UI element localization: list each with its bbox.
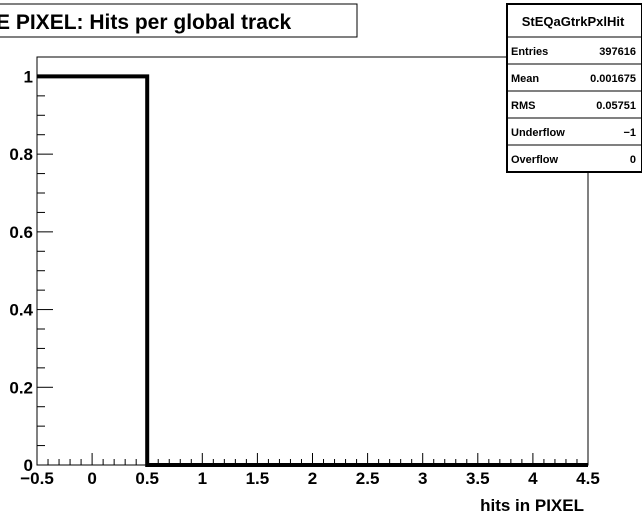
x-tick-label: 0.5 <box>135 469 159 488</box>
stats-row-value: 0.001675 <box>590 73 636 85</box>
stats-rows: Entries 397616 Mean 0.001675 RMS 0.05751 Under… <box>507 46 642 173</box>
y-axis-tick-labels: 0 0.2 0.4 0.6 0.8 1 <box>9 67 33 475</box>
y-tick-label: 1 <box>24 67 33 86</box>
y-axis-ticks <box>37 56 53 466</box>
x-axis-label: hits in PIXEL <box>480 496 584 515</box>
x-tick-label: 4 <box>528 469 538 488</box>
title-box <box>0 3 358 38</box>
stats-box-title: StEQaGtrkPxlHit <box>522 14 625 29</box>
histogram-bars <box>37 74 588 467</box>
plot-frame <box>36 56 589 466</box>
x-tick-label: 4.5 <box>576 469 600 488</box>
y-tick-label: 0.2 <box>9 378 33 397</box>
stats-row-value: 397616 <box>599 46 636 58</box>
x-tick-label: −0.5 <box>20 469 54 488</box>
x-tick-label: 1 <box>198 469 207 488</box>
stats-row-value: −1 <box>623 127 636 139</box>
stats-row-label: Underflow <box>511 127 565 139</box>
x-tick-label: 2 <box>308 469 317 488</box>
stats-row-label: RMS <box>511 100 535 112</box>
y-tick-label: 0.8 <box>9 145 33 164</box>
x-tick-label: 3.5 <box>466 469 490 488</box>
y-tick-label: 0.4 <box>9 301 33 320</box>
stats-row-label: Entries <box>511 46 548 58</box>
stats-row-value: 0.05751 <box>596 100 636 112</box>
x-tick-label: 3 <box>418 469 427 488</box>
x-axis-tick-labels: −0.5 0 0.5 1 1.5 2 2.5 3 3.5 4 4.5 <box>20 469 600 488</box>
histogram-outline <box>37 74 588 467</box>
y-tick-label: 0.6 <box>9 223 33 242</box>
chart-title: E PIXEL: Hits per global track <box>0 11 292 34</box>
x-tick-label: 2.5 <box>356 469 380 488</box>
stats-row-label: Mean <box>511 73 539 85</box>
stats-row-value: 0 <box>630 154 636 166</box>
x-tick-label: 0 <box>87 469 96 488</box>
y-tick-label: 0 <box>24 456 33 475</box>
stats-row-label: Overflow <box>511 154 559 166</box>
x-tick-label: 1.5 <box>246 469 270 488</box>
histogram-bin <box>37 76 147 465</box>
stats-box: StEQaGtrkPxlHit Entries 397616 Mean 0.00167… <box>506 3 642 173</box>
